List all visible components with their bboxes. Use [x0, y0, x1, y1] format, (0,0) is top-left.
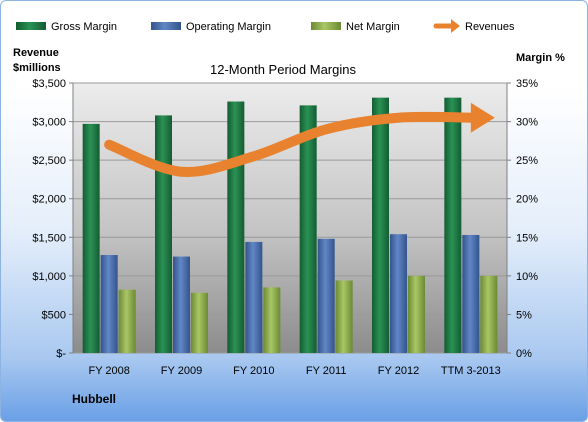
left-tick-label: $500: [42, 309, 66, 321]
category-label: TTM 3-2013: [441, 365, 501, 377]
right-tick-label: 35%: [516, 78, 538, 90]
category-label: FY 2011: [306, 365, 347, 377]
bar-net-margin: [263, 287, 281, 353]
bar-gross-margin: [82, 123, 100, 353]
bar-net-margin: [118, 289, 136, 353]
legend-arrow-revenues: [451, 19, 460, 33]
legend-label-operating-margin: Operating Margin: [186, 21, 271, 33]
bar-gross-margin: [444, 97, 462, 354]
legend-swatch-gross-margin: [16, 22, 46, 30]
bar-gross-margin: [155, 115, 172, 354]
right-tick-label: 20%: [516, 194, 538, 206]
category-label: FY 2008: [88, 365, 129, 377]
legend-label-gross-margin: Gross Margin: [51, 21, 117, 33]
bar-net-margin: [335, 280, 353, 353]
category-label: FY 2010: [233, 365, 274, 377]
company-name: Hubbell: [72, 392, 116, 406]
revenues-line: [104, 111, 478, 177]
left-tick-label: $3,500: [32, 78, 66, 90]
legend-swatch-net-margin: [311, 22, 341, 30]
right-tick-label: 25%: [516, 155, 538, 167]
left-tick-label: $1,500: [32, 232, 66, 244]
legend-swatch-operating-margin: [151, 22, 181, 30]
left-tick-label: $-: [56, 348, 66, 360]
bar-net-margin: [191, 292, 208, 353]
bar-operating-margin: [245, 241, 263, 353]
bar-gross-margin: [372, 97, 389, 354]
left-tick-label: $2,500: [32, 155, 66, 167]
left-axis-title-line-2: $millions: [13, 62, 61, 74]
revenues-arrowhead: [470, 102, 495, 133]
bar-operating-margin: [462, 234, 480, 353]
legend-label-net-margin: Net Margin: [346, 21, 400, 33]
bar-gross-margin: [227, 101, 245, 353]
right-tick-label: 5%: [516, 309, 532, 321]
right-axis-title: Margin %: [516, 52, 565, 64]
right-tick-label: 0%: [516, 348, 532, 360]
right-tick-label: 10%: [516, 271, 538, 283]
bar-net-margin: [408, 275, 425, 353]
left-axis-title-line-1: Revenue: [13, 47, 59, 59]
bar-operating-margin: [100, 255, 118, 353]
bar-operating-margin: [173, 256, 190, 353]
bar-operating-margin: [317, 238, 335, 353]
right-tick-label: 30%: [516, 117, 538, 129]
left-tick-label: $1,000: [32, 271, 66, 283]
right-tick-label: 15%: [516, 232, 538, 244]
category-label: FY 2009: [161, 365, 202, 377]
left-tick-label: $3,000: [32, 117, 66, 129]
bar-net-margin: [480, 275, 498, 353]
plot-area: [73, 83, 507, 353]
bar-operating-margin: [390, 234, 407, 353]
category-label: FY 2012: [378, 365, 419, 377]
chart-title: 12-Month Period Margins: [210, 62, 356, 77]
legend-label-revenues: Revenues: [465, 21, 515, 33]
left-tick-label: $2,000: [32, 194, 66, 206]
bar-gross-margin: [299, 105, 317, 353]
